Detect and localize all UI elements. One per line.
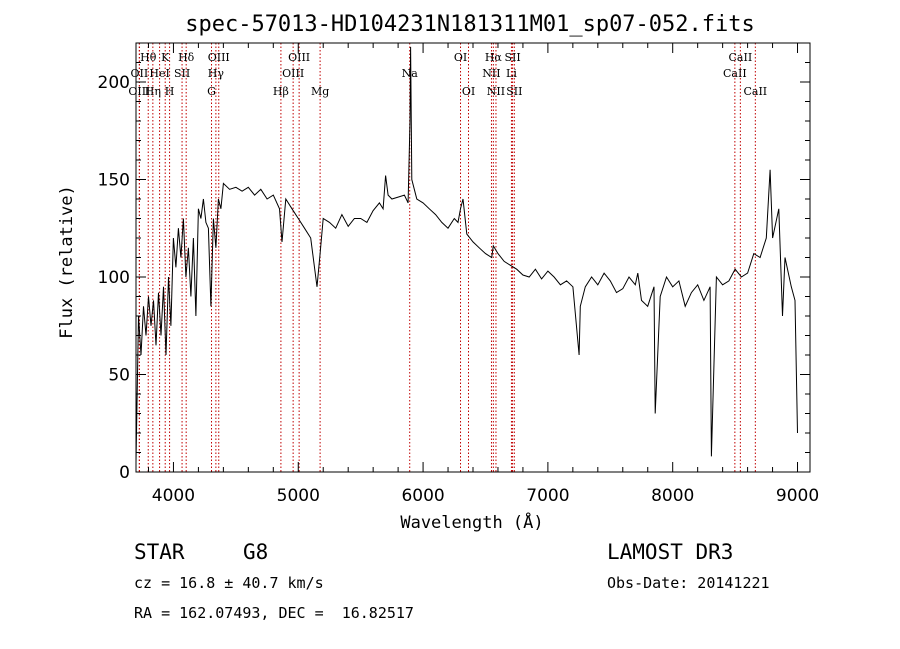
chart-title: spec-57013-HD104231N181311M01_sp07-052.f…: [185, 12, 755, 37]
spectral-line-label: SII: [506, 85, 522, 98]
spectral-line-label: Hβ: [273, 85, 289, 98]
y-tick-label: 150: [98, 171, 130, 191]
spectral-line-label: SII: [504, 51, 520, 64]
spectral-line-label: CaII: [743, 85, 767, 98]
spectral-line-label: OII: [131, 67, 149, 80]
x-tick-label: 5000: [277, 486, 320, 506]
y-tick-label: 200: [98, 73, 130, 93]
spectral-line-label: NII: [487, 85, 505, 98]
spectral-line-label: Li: [506, 67, 517, 80]
spectral-line-label: H: [165, 85, 175, 98]
x-tick-label: 4000: [152, 486, 195, 506]
redshift-cz: cz = 16.8 ± 40.7 km/s: [134, 574, 324, 592]
spectral-line-label: Hα: [485, 51, 503, 64]
spectral-line-label: SII: [174, 67, 190, 80]
spectral-line-label: OI: [454, 51, 467, 64]
object-subclass: G8: [243, 540, 269, 564]
y-tick-label: 0: [119, 463, 130, 483]
spectral-line-label: Hδ: [178, 51, 195, 64]
x-axis-label: Wavelength (Å): [400, 511, 543, 533]
object-class: STAR: [134, 540, 185, 564]
spectral-line-labels: Hθ OII OIII K HeI Hη SII H Hδ OIII Hγ G OIII OIII Hβ Mg…: [128, 51, 767, 98]
y-axis-label: Flux (relative): [57, 185, 77, 339]
spectral-line-label: Mg: [311, 85, 329, 98]
spectral-line-label: CaII: [729, 51, 753, 64]
y-tick-label: 100: [98, 268, 130, 288]
spectral-line-label: OIII: [208, 51, 230, 64]
spectral-line-label: OIII: [128, 85, 150, 98]
coordinates: RA = 162.07493, DEC = 16.82517: [134, 604, 414, 622]
spectral-line-label: Hγ: [208, 67, 225, 80]
plot-frame: [135, 42, 811, 473]
spectral-line-label: OIII: [282, 67, 304, 80]
y-tick-label: 50: [108, 366, 130, 386]
spectral-line-label: CaII: [723, 67, 747, 80]
spectral-line-label: HeI: [149, 67, 169, 80]
spectral-line-label: G: [207, 85, 216, 98]
survey-name: LAMOST DR3: [607, 540, 734, 564]
x-tick-label: 6000: [401, 486, 444, 506]
x-tick-label: 9000: [776, 486, 819, 506]
spectral-lines-layer: [138, 43, 756, 472]
spectral-line-label: Hθ: [140, 51, 157, 64]
spectral-line-label: NII: [482, 67, 500, 80]
spectrum-chart: spec-57013-HD104231N181311M01_sp07-052.f…: [57, 12, 819, 533]
spectrum-series-line: [135, 46, 798, 463]
spectral-line-label: K: [161, 51, 170, 64]
x-axis-ticks: 4000 5000 6000 7000 8000 9000: [147, 43, 819, 506]
spectral-line-label: Hη: [145, 85, 161, 98]
x-tick-label: 7000: [526, 486, 569, 506]
spectral-line-label: OI: [462, 85, 475, 98]
x-tick-label: 8000: [651, 486, 694, 506]
spectral-line-label: OIII: [288, 51, 310, 64]
y-axis-ticks: 0 50 100 150 200: [98, 62, 810, 483]
obs-date: Obs-Date: 20141221: [607, 574, 770, 592]
